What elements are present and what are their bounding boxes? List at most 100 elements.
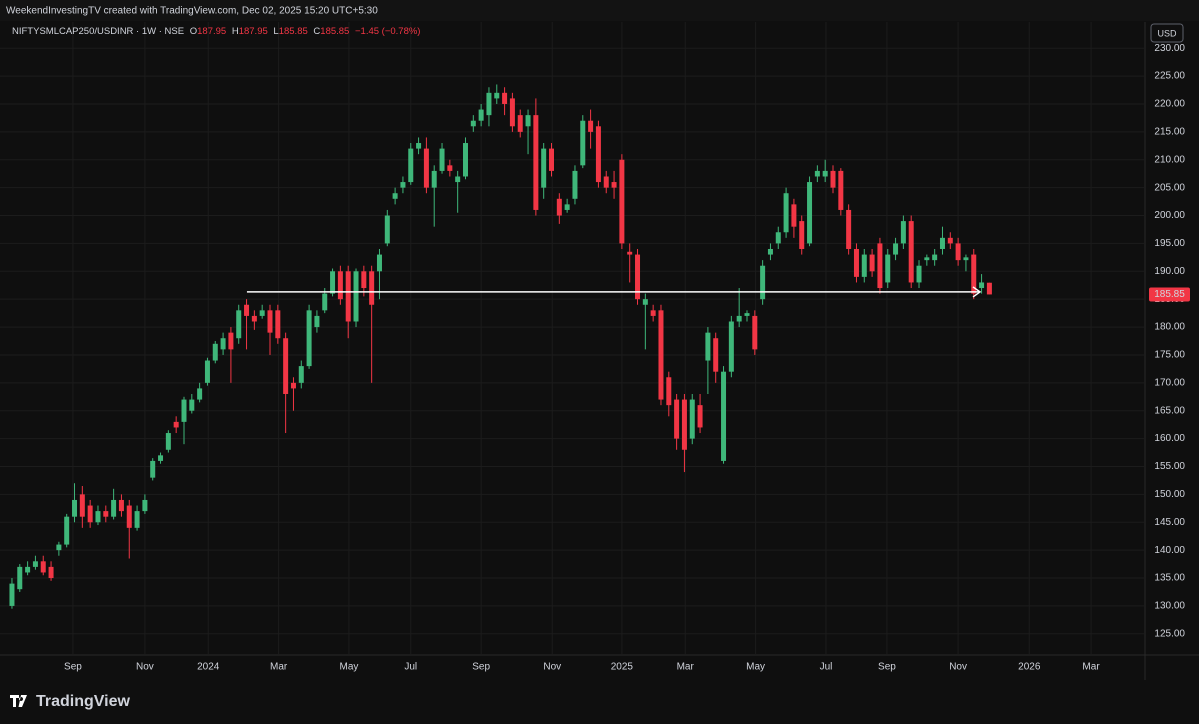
- legend-symbol: NIFTYSMLCAP250/USDINR · 1W · NSE: [12, 26, 184, 37]
- y-tick-label: 170.00: [1154, 377, 1185, 388]
- x-tick-label: Mar: [1082, 662, 1100, 673]
- candle-body: [752, 315, 758, 350]
- candle-body: [666, 377, 672, 406]
- candle-body: [783, 193, 789, 233]
- brand-icon: [10, 695, 27, 707]
- candle-body: [697, 405, 703, 428]
- candle-body: [478, 109, 484, 121]
- y-tick-label: 190.00: [1154, 266, 1185, 277]
- currency-button-label[interactable]: USD: [1157, 28, 1177, 38]
- x-tick-label: Sep: [878, 662, 896, 673]
- candle-body: [807, 182, 813, 244]
- x-tick-label: Nov: [949, 662, 967, 673]
- x-tick-label: 2025: [611, 662, 634, 673]
- candle-body: [541, 148, 547, 188]
- y-tick-label: 125.00: [1154, 628, 1185, 639]
- legend: NIFTYSMLCAP250/USDINR · 1W · NSE O187.95…: [12, 26, 420, 37]
- y-tick-label: 135.00: [1154, 573, 1185, 584]
- candle-body: [525, 115, 531, 127]
- candle-body: [275, 310, 281, 339]
- candle-body: [635, 254, 641, 300]
- candle-body: [556, 198, 562, 216]
- candle-body: [877, 243, 883, 289]
- candle-body: [861, 254, 867, 277]
- legend-value: 187.95: [197, 26, 226, 37]
- x-tick-label: 2024: [197, 662, 220, 673]
- candle-body: [470, 120, 476, 127]
- candle-body: [376, 254, 382, 272]
- candle-body: [924, 257, 930, 261]
- candle-body: [134, 511, 140, 528]
- candle-body: [197, 388, 203, 400]
- header-bar: [0, 0, 1199, 21]
- header-text: WeekendInvestingTV created with TradingV…: [6, 6, 378, 17]
- candle-body: [455, 176, 461, 183]
- candle-body: [95, 511, 101, 523]
- candle-body: [650, 310, 656, 316]
- candle-body: [150, 460, 156, 478]
- x-tick-label: Nov: [543, 662, 561, 673]
- currency-button-box[interactable]: [1150, 23, 1184, 43]
- y-tick-label: 210.00: [1154, 154, 1185, 165]
- candle-body: [353, 271, 359, 322]
- candle-body: [932, 254, 938, 261]
- candle-body: [290, 382, 296, 389]
- candle-body: [908, 221, 914, 283]
- candle-body: [900, 221, 906, 244]
- candle-body: [369, 271, 375, 305]
- candle-body: [72, 499, 78, 517]
- candle-body: [580, 120, 586, 166]
- candle-body: [345, 271, 351, 322]
- candle-body: [642, 299, 648, 305]
- currency-button[interactable]: USD: [1150, 23, 1184, 43]
- candle-body: [963, 257, 969, 261]
- candle-body: [283, 338, 289, 394]
- candle-body: [298, 366, 304, 383]
- candle-body: [760, 265, 766, 300]
- y-tick-label: 165.00: [1154, 405, 1185, 416]
- y-tick-label: 130.00: [1154, 601, 1185, 612]
- candle-body: [126, 505, 132, 528]
- x-tick-label: Jul: [404, 662, 417, 673]
- candle-body: [251, 315, 257, 322]
- candle-body: [705, 332, 711, 361]
- candle-body: [103, 511, 109, 517]
- candle-body: [509, 98, 515, 127]
- candle-body: [447, 165, 453, 171]
- candle-body: [25, 566, 31, 573]
- y-tick-label: 230.00: [1154, 43, 1185, 54]
- candle-body: [893, 243, 899, 255]
- candle-body: [971, 254, 977, 294]
- candle-body: [228, 332, 234, 350]
- candle-body: [721, 371, 727, 461]
- y-tick-label: 145.00: [1154, 517, 1185, 528]
- candle-body: [118, 499, 124, 512]
- candle-body: [330, 271, 336, 294]
- x-tick-label: Sep: [472, 662, 490, 673]
- candle-body: [619, 159, 625, 244]
- candle-body: [947, 237, 953, 244]
- y-tick-label: 225.00: [1154, 71, 1185, 82]
- candle-body: [48, 566, 54, 579]
- legend-label: H: [232, 26, 239, 37]
- candle-body: [885, 254, 891, 283]
- candle-body: [736, 315, 742, 322]
- candle-body: [431, 170, 437, 188]
- candle-body: [181, 399, 187, 422]
- x-tick-label: Nov: [136, 662, 154, 673]
- candle-body: [79, 494, 85, 517]
- candle-body: [775, 232, 781, 244]
- candle-body: [322, 293, 328, 311]
- candle-body: [681, 399, 687, 450]
- candle-body: [517, 115, 523, 132]
- candle-body: [494, 92, 500, 99]
- y-tick-label: 205.00: [1154, 182, 1185, 193]
- legend-label: O: [190, 26, 197, 37]
- brand-logo: TradingView: [10, 693, 131, 710]
- candle-body: [236, 310, 242, 339]
- annotation-arrowhead: [972, 286, 982, 298]
- candle-body: [267, 310, 273, 333]
- legend-label: C: [313, 26, 320, 37]
- y-tick-label: 140.00: [1154, 545, 1185, 556]
